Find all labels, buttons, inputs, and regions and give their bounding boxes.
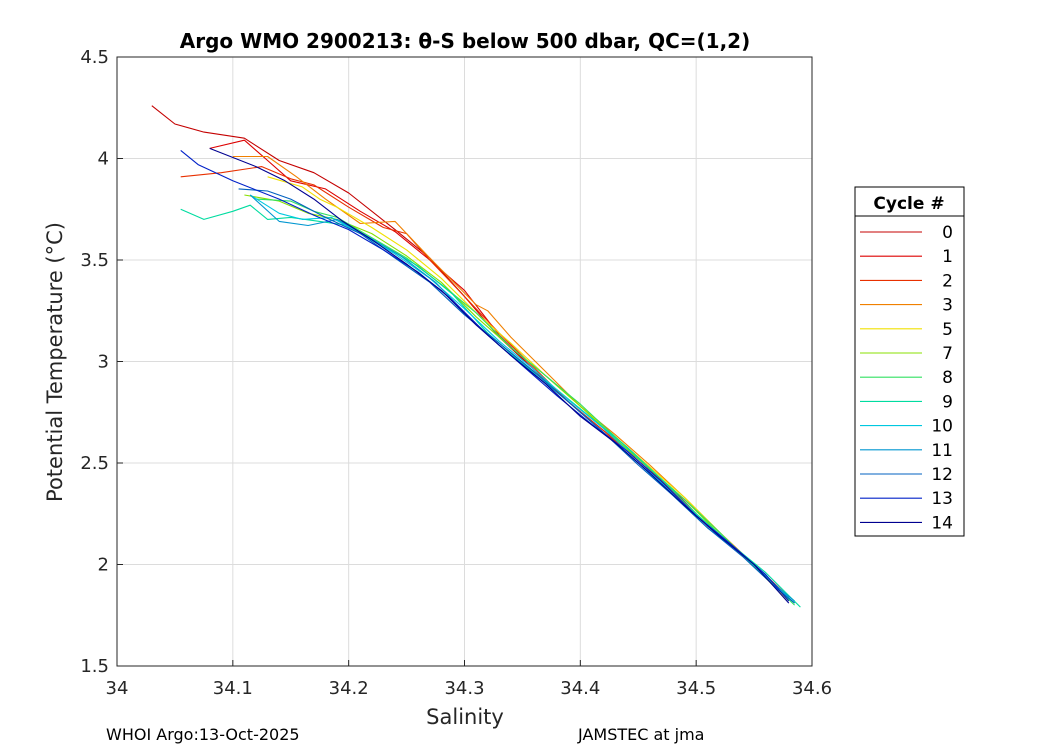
series-line-cycle-13	[180, 149, 790, 602]
y-tick-label: 2	[98, 555, 109, 576]
series-line-cycle-11	[249, 194, 795, 602]
legend-label-cycle-11: 11	[931, 441, 953, 461]
y-tick-label: 1.5	[80, 656, 109, 677]
x-tick-label: 34	[106, 678, 129, 699]
footer-source: WHOI Argo:13-Oct-2025	[106, 725, 300, 744]
legend-label-cycle-7: 7	[942, 344, 953, 364]
legend-title: Cycle #	[873, 194, 944, 214]
x-axis-label: Salinity	[426, 705, 504, 729]
chart-title: Argo WMO 2900213: θ-S below 500 dbar, QC…	[180, 29, 750, 53]
y-axis-label: Potential Temperature (°C)	[43, 222, 67, 502]
legend-label-cycle-14: 14	[931, 513, 953, 533]
y-tick-label: 3	[98, 352, 109, 373]
y-tick-label: 4	[98, 149, 109, 170]
y-tick-label: 3.5	[80, 250, 109, 271]
series-line-cycle-8	[255, 198, 795, 606]
series-line-cycle-7	[244, 194, 790, 600]
legend-label-cycle-0: 0	[942, 223, 953, 243]
series-line-cycle-0	[151, 105, 790, 600]
series-line-cycle-10	[249, 194, 795, 604]
x-tick-label: 34.2	[329, 678, 369, 699]
x-tick-label: 34.3	[444, 678, 484, 699]
legend-label-cycle-2: 2	[942, 271, 953, 291]
axis-ticks: 34 34.1 34.2 34.3 34.4 34.5 34.6 1.5 2 2.5 3 3.5 4 4.…	[80, 47, 832, 699]
series-layer	[151, 105, 801, 608]
x-tick-label: 34.6	[792, 678, 832, 699]
series-line-cycle-3	[232, 155, 790, 600]
series-line-cycle-14	[209, 147, 790, 604]
legend-label-cycle-13: 13	[931, 489, 953, 509]
x-tick-label: 34.5	[676, 678, 716, 699]
series-line-cycle-9	[180, 204, 801, 608]
legend-label-cycle-5: 5	[942, 320, 953, 340]
y-tick-label: 2.5	[80, 453, 109, 474]
legend-label-cycle-9: 9	[942, 392, 953, 412]
series-line-cycle-5	[267, 176, 790, 602]
footer-credit: JAMSTEC at jma	[578, 725, 705, 744]
series-line-cycle-2	[180, 166, 790, 600]
y-tick-label: 4.5	[80, 47, 109, 68]
series-line-cycle-12	[238, 188, 795, 604]
legend-label-cycle-1: 1	[942, 247, 953, 267]
legend-label-cycle-3: 3	[942, 296, 953, 316]
grid-lines	[116, 56, 813, 667]
x-tick-label: 34.1	[213, 678, 253, 699]
x-tick-label: 34.4	[560, 678, 600, 699]
legend-label-cycle-12: 12	[931, 465, 953, 485]
legend-box	[854, 186, 965, 537]
legend-label-cycle-10: 10	[931, 417, 953, 437]
legend-label-cycle-8: 8	[942, 368, 953, 388]
